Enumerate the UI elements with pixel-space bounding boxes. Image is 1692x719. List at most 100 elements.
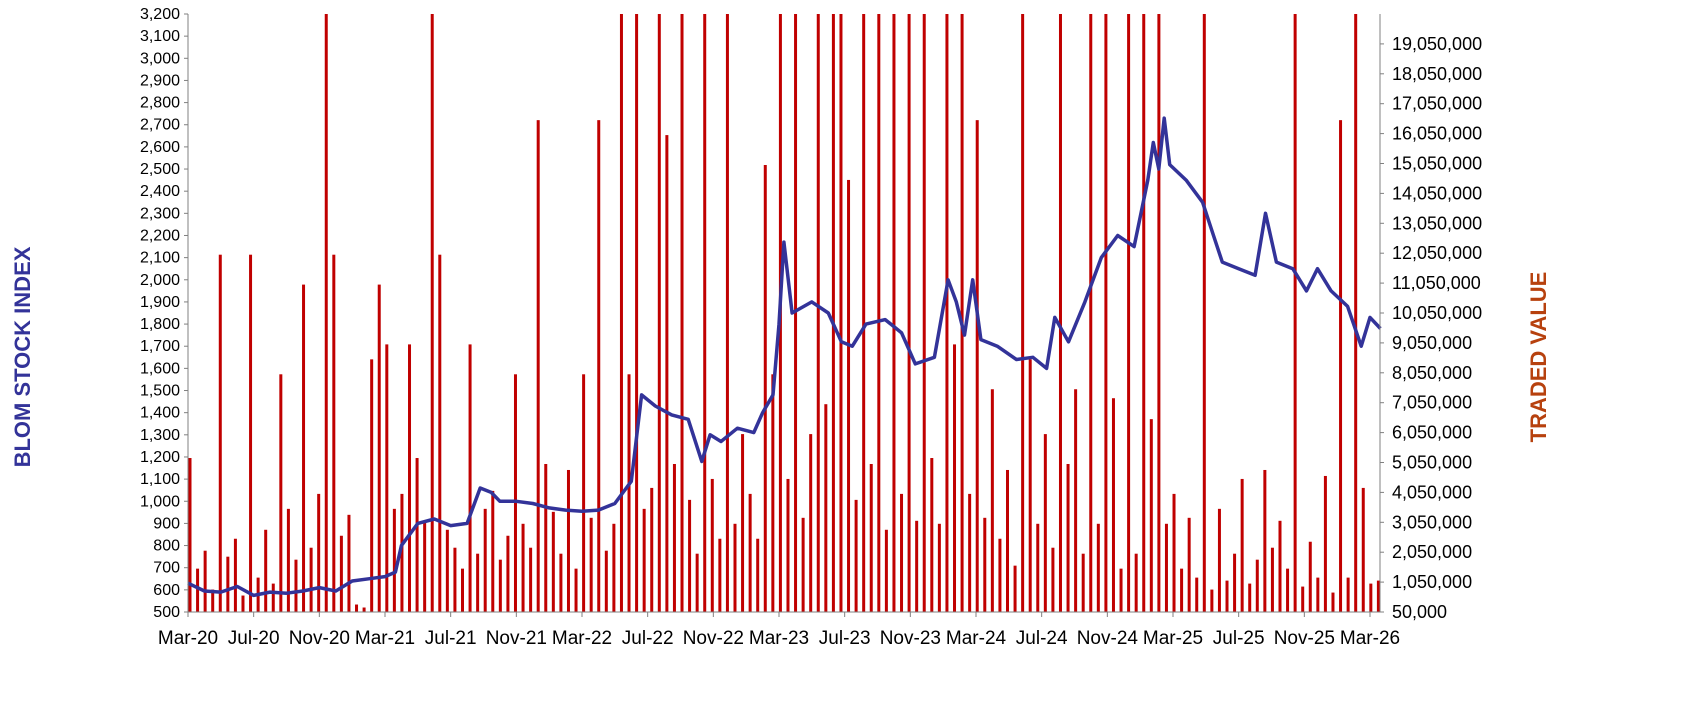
right-axis-title: TRADED VALUE [1526, 272, 1551, 443]
right-tick-label: 8,050,000 [1392, 363, 1472, 383]
traded-value-bar [392, 508, 396, 612]
x-tick-label: Jul-20 [228, 628, 280, 649]
traded-value-bar [627, 374, 631, 612]
left-axis-title: BLOM STOCK INDEX [10, 246, 35, 467]
traded-value-bar [536, 120, 540, 613]
traded-value-bar [733, 523, 737, 612]
traded-value-bar [604, 550, 608, 612]
traded-value-bar [491, 490, 495, 612]
traded-value-bar [1346, 577, 1350, 612]
traded-value-bar [1013, 565, 1017, 612]
traded-value-bar [1074, 389, 1078, 612]
right-tick-label: 10,050,000 [1392, 303, 1482, 323]
traded-value-bar [847, 179, 851, 612]
traded-value-bar [635, 14, 639, 612]
left-tick-label: 2,100 [140, 250, 180, 267]
traded-value-bar [1286, 568, 1290, 612]
left-tick-label: 1,100 [140, 471, 180, 488]
traded-value-bar [1308, 541, 1312, 612]
traded-value-bar [1149, 419, 1153, 612]
traded-value-bar [408, 344, 412, 612]
traded-value-bar [824, 404, 828, 612]
traded-value-bar [725, 14, 729, 612]
traded-value-bar [680, 14, 684, 612]
traded-value-bar [264, 529, 268, 612]
traded-value-bar [907, 14, 911, 612]
traded-value-bar [551, 511, 555, 612]
x-tick-label: Mar-22 [552, 628, 612, 649]
traded-value-bar [233, 538, 237, 612]
traded-value-bar [566, 469, 570, 612]
left-tick-label: 2,300 [140, 205, 180, 222]
traded-value-bar [869, 463, 873, 612]
right-tick-label: 2,050,000 [1392, 542, 1472, 562]
x-tick-label: Jul-22 [622, 628, 674, 649]
traded-value-bar [521, 523, 525, 612]
traded-value-bar [1021, 14, 1025, 612]
traded-value-bar [589, 517, 593, 612]
traded-value-bar [1293, 14, 1297, 612]
right-tick-label: 6,050,000 [1392, 423, 1472, 443]
traded-value-bar [1089, 14, 1093, 612]
traded-value-bar [1119, 568, 1123, 612]
traded-value-bar [915, 520, 919, 612]
x-tick-label: Mar-25 [1143, 628, 1203, 649]
traded-value-bar [483, 508, 487, 612]
traded-value-bar [1187, 517, 1191, 612]
left-tick-label: 1,200 [140, 449, 180, 466]
traded-value-bar [695, 553, 699, 612]
left-tick-label: 2,900 [140, 72, 180, 89]
axes: 500 600 700 800 900 1,000 1,100 1,200 1,300 1,400… [140, 6, 1482, 649]
traded-value-bar [1210, 589, 1214, 612]
traded-value-bar [302, 284, 306, 612]
traded-value-bar [1157, 14, 1161, 612]
x-tick-label: Jul-21 [425, 628, 477, 649]
traded-value-bar [1270, 547, 1274, 612]
traded-value-bar [786, 478, 790, 612]
x-tick-label: Mar-24 [946, 628, 1007, 649]
traded-value-bar [688, 499, 692, 612]
traded-value-bar [1081, 553, 1085, 612]
traded-value-bar [339, 535, 343, 612]
traded-value-bar [1142, 14, 1146, 612]
left-tick-label: 1,400 [140, 405, 180, 422]
left-tick-label: 700 [153, 560, 180, 577]
index-line [187, 116, 1382, 598]
traded-value-bar [983, 517, 987, 612]
left-tick-label: 1,300 [140, 427, 180, 444]
traded-value-bar [665, 135, 669, 612]
traded-value-bar [1104, 14, 1108, 612]
traded-value-bar [211, 589, 215, 612]
traded-value-bar [498, 559, 502, 612]
traded-value-bar [430, 14, 434, 612]
traded-value-bar [862, 14, 866, 612]
traded-value-bar [771, 374, 775, 612]
right-tick-label: 14,050,000 [1392, 183, 1482, 203]
traded-value-bar [756, 538, 760, 612]
traded-value-bar [574, 568, 578, 612]
traded-value-bar [937, 523, 941, 612]
traded-value-bar [960, 14, 964, 612]
traded-value-bar [1316, 577, 1320, 612]
traded-value-bar [975, 120, 979, 613]
traded-value-bar [1369, 583, 1373, 612]
traded-value-bar [362, 607, 366, 612]
x-tick-label: Nov-24 [1077, 628, 1139, 649]
left-tick-label: 2,500 [140, 161, 180, 178]
traded-value-bar [619, 14, 623, 612]
traded-value-bar [445, 529, 449, 612]
traded-value-bar [998, 538, 1002, 612]
traded-value-bar [657, 14, 661, 612]
right-tick-label: 9,050,000 [1392, 333, 1472, 353]
right-tick-label: 3,050,000 [1392, 512, 1472, 532]
traded-value-bar [582, 374, 586, 612]
traded-value-bar [1066, 463, 1070, 612]
left-tick-label: 1,000 [140, 493, 180, 510]
traded-value-bar [226, 556, 230, 612]
traded-value-bar [650, 487, 654, 612]
traded-value-bar [317, 493, 321, 612]
left-tick-label: 1,800 [140, 316, 180, 333]
x-tick-label: Nov-23 [880, 628, 941, 649]
traded-value-bar [453, 547, 457, 612]
traded-value-bar [1331, 592, 1335, 612]
